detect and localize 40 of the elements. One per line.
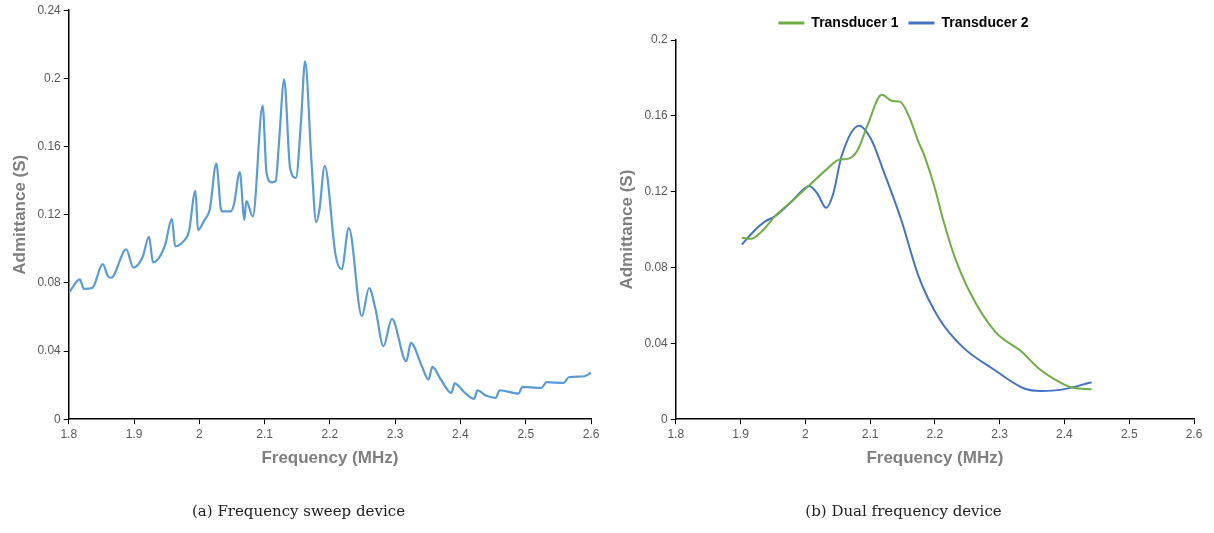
y-tick-label: 0.2 (651, 32, 669, 47)
x-axis-title: Frequency (MHz) (261, 448, 399, 468)
legend-label: Transducer 1 (811, 13, 899, 30)
x-tick-label: 2.6 (1185, 426, 1203, 441)
x-tick-label: 2.3 (991, 426, 1009, 441)
y-axis-title: Admittance (S) (9, 154, 29, 275)
y-tick-label: 0.24 (37, 2, 62, 17)
x-tick-label: 2.3 (386, 426, 404, 441)
y-tick-label: 0.16 (644, 108, 669, 123)
x-tick-label: 2.6 (582, 426, 600, 441)
y-tick-label: 0 (54, 411, 62, 426)
x-tick-label: 1.8 (60, 426, 78, 441)
x-tick-label: 2.5 (517, 426, 535, 441)
y-tick-label: 0 (661, 411, 669, 426)
y-tick-label: 0.04 (644, 335, 669, 350)
x-tick-label: 2.1 (861, 426, 879, 441)
line-series (68, 60, 591, 401)
y-tick-label: 0.12 (644, 183, 669, 198)
y-tick-label: 0.16 (37, 138, 62, 153)
y-tick-label: 0.08 (644, 259, 669, 274)
x-tick-label: 2.5 (1120, 426, 1138, 441)
x-tick-label: 2.1 (256, 426, 274, 441)
y-tick-label: 0.12 (37, 207, 62, 222)
x-tick-label: 2 (801, 426, 809, 441)
y-tick-label: 0.2 (44, 70, 62, 85)
x-tick-label: 2 (195, 426, 203, 441)
x-tick-label: 2.4 (452, 426, 470, 441)
x-tick-label: 2.2 (926, 426, 944, 441)
x-tick-label: 2.2 (321, 426, 339, 441)
y-tick-label: 0.08 (37, 275, 62, 290)
y-axis-title: Admittance (S) (616, 169, 636, 290)
x-tick-label: 1.8 (667, 426, 685, 441)
x-axis-title: Frequency (MHz) (866, 448, 1004, 468)
x-tick-label: 2.4 (1056, 426, 1074, 441)
x-tick-label: 1.9 (732, 426, 750, 441)
legend-label: Transducer 2 (941, 13, 1029, 30)
text: (a) Frequency sweep device (191, 501, 406, 520)
text: (b) Dual frequency device (805, 501, 1002, 520)
y-tick-label: 0.04 (37, 343, 62, 358)
x-tick-label: 1.9 (125, 426, 143, 441)
